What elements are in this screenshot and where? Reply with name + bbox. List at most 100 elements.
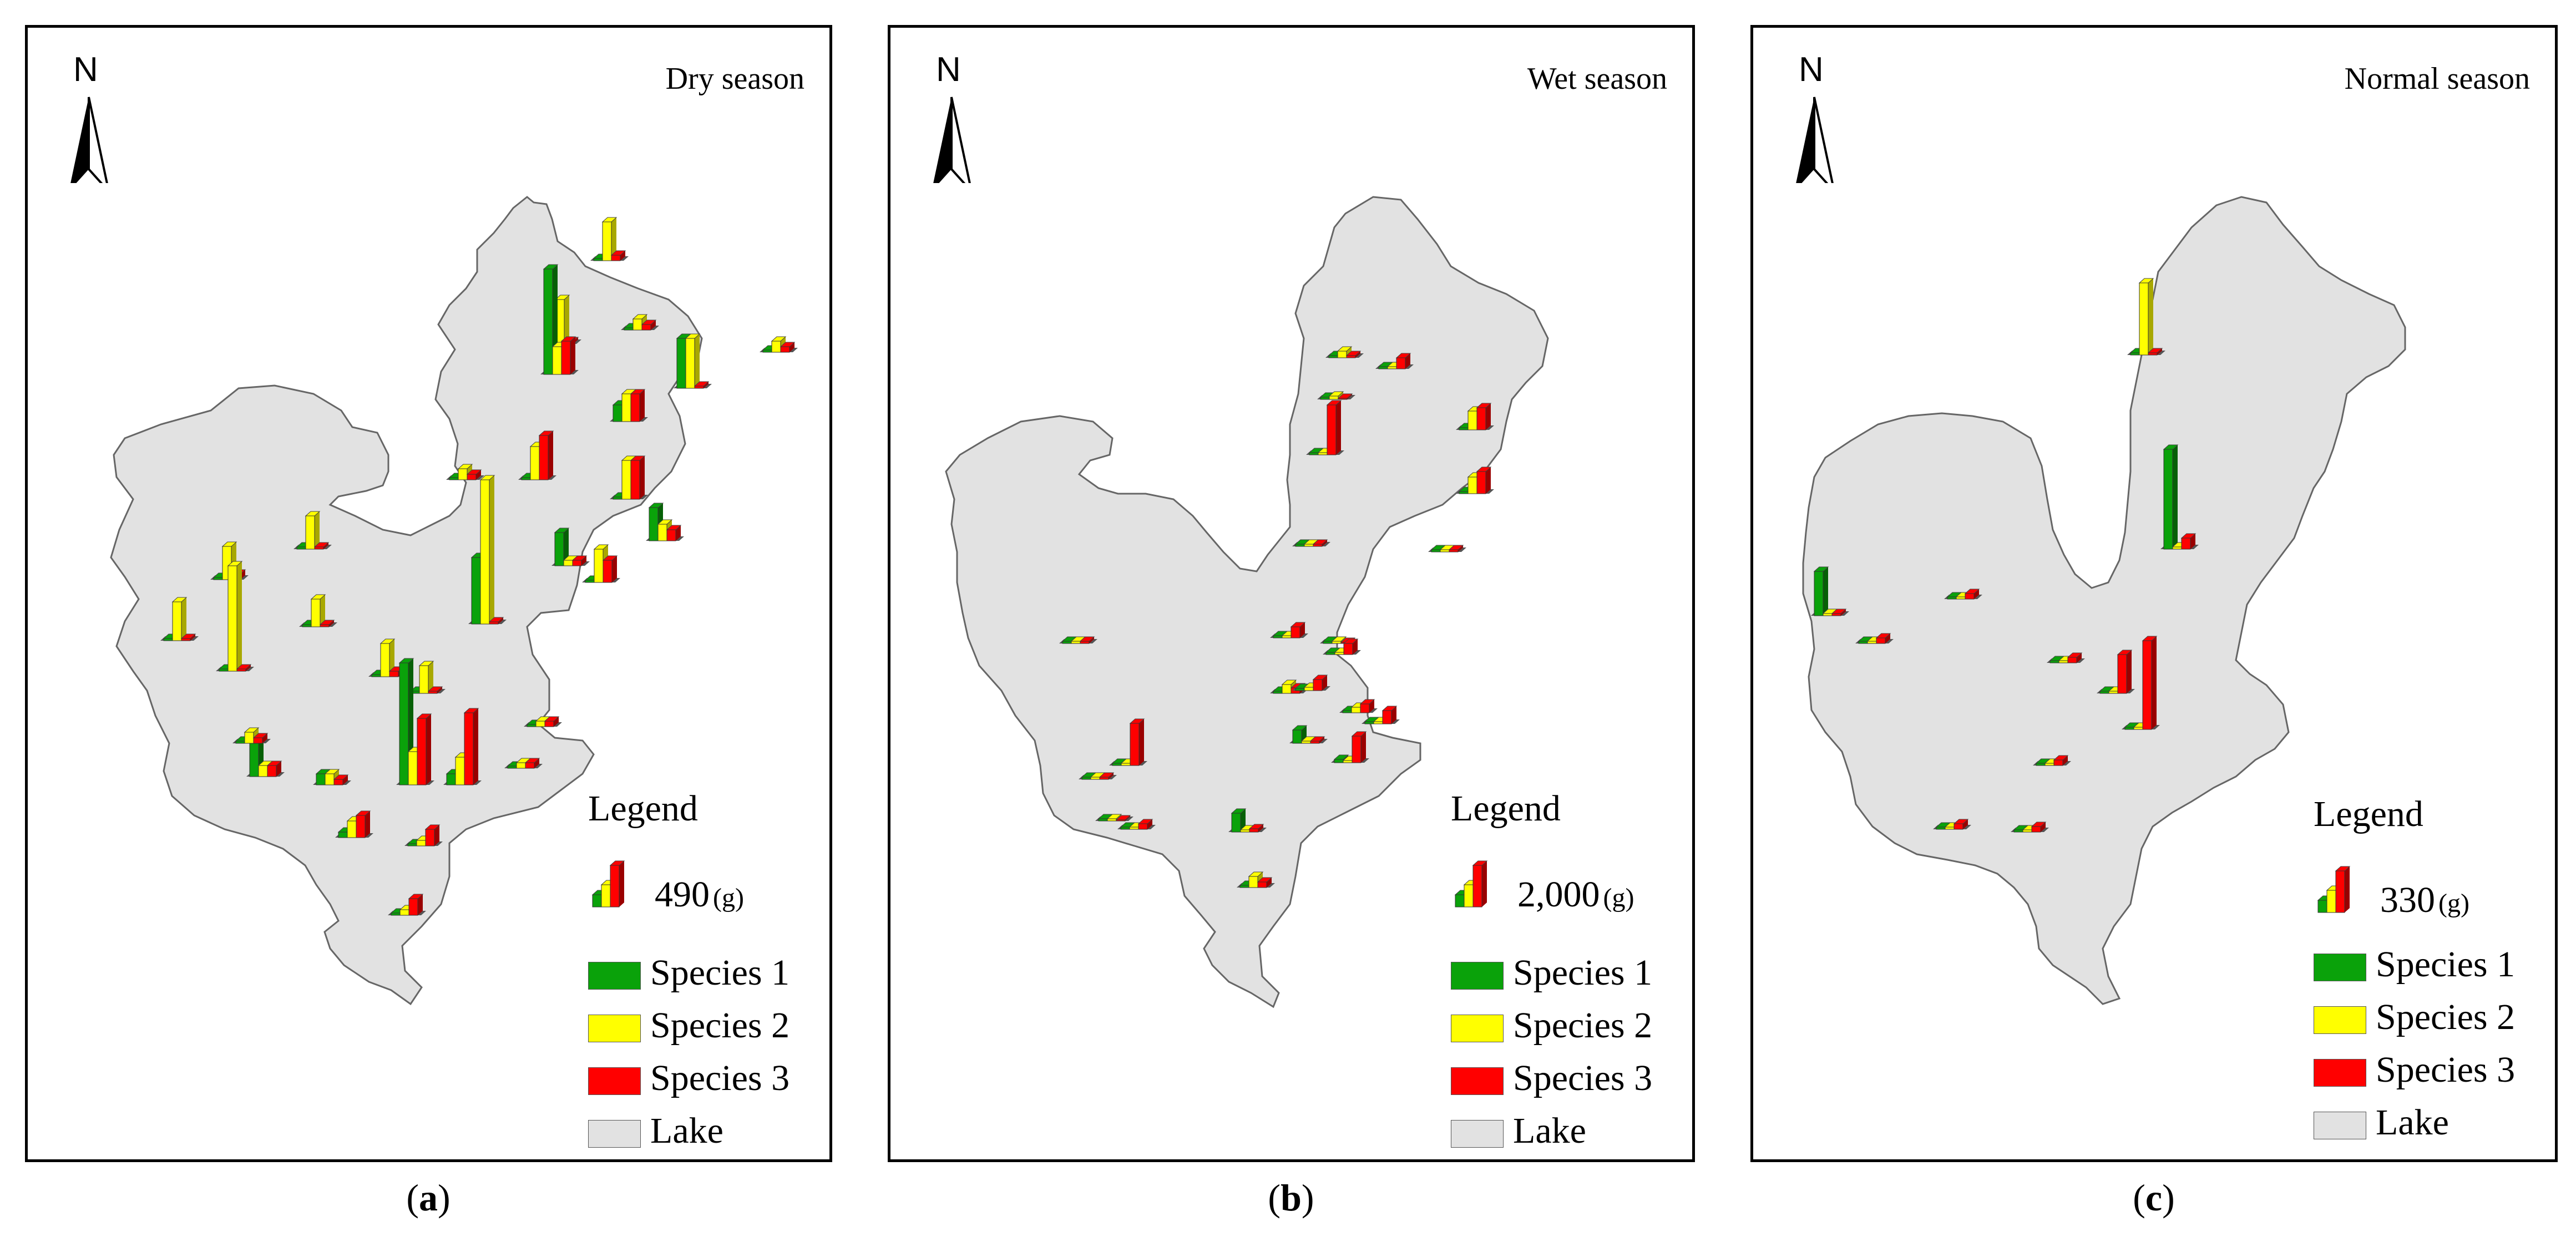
species-2-bar [1956, 596, 1966, 600]
bar-side [276, 761, 281, 777]
species-3-bar [1327, 404, 1337, 455]
caption-letter: a [419, 1177, 438, 1219]
bar-side [695, 334, 700, 388]
species-2-bar [1129, 827, 1139, 830]
swatch-lake [1451, 1120, 1504, 1148]
species-1-bar [592, 894, 602, 908]
scale-unit: (g) [2438, 889, 2469, 918]
species-3-bar [2181, 538, 2191, 550]
scale-bar-icon [591, 860, 625, 908]
species-1-bar [1295, 688, 1305, 691]
legend-title: Legend [2314, 794, 2423, 834]
species-2-bar [1282, 635, 1292, 638]
species-3-bar [2031, 826, 2041, 833]
species-3-bar [610, 865, 620, 908]
bar-side [246, 665, 251, 671]
species-2-bar [347, 820, 357, 838]
caption-paren-open: ( [406, 1177, 419, 1219]
bar-side [1963, 819, 1968, 829]
bar-side [418, 894, 423, 915]
bar-side [611, 217, 616, 261]
species-3-bar [1130, 723, 1140, 766]
bar-side [534, 758, 539, 768]
species-1-bar [399, 662, 409, 785]
species-1-bar [2130, 352, 2140, 356]
species-3-bar [539, 435, 549, 480]
species-1-bar [624, 327, 634, 331]
species-1-bar [2163, 449, 2173, 550]
bar-side [2041, 822, 2046, 832]
species-2-bar [399, 909, 409, 916]
species-2-bar [408, 751, 418, 785]
species-2-bar [621, 460, 631, 500]
legend-label-species2: Species 2 [2376, 997, 2516, 1037]
season-title: Dry season [665, 62, 804, 96]
swatch-species1 [588, 962, 641, 990]
species-2-bar [1337, 351, 1347, 358]
bar-side [2127, 650, 2132, 693]
species-3-bar [1313, 544, 1323, 547]
bar-side [581, 556, 586, 566]
species-1-bar [527, 724, 537, 727]
species-1-bar [1814, 571, 1824, 616]
species-3-bar [630, 393, 640, 422]
map-panel-dry: N Dry season Legend 490 (g) Species 1 Spe… [25, 25, 832, 1162]
map-panel-normal: N Normal season Legend 330 (g) Species 1 … [1750, 25, 2558, 1162]
caption-a: (a) [406, 1176, 450, 1220]
lake-map [1802, 196, 2406, 1005]
bar-side [1361, 732, 1366, 763]
species-3-bar [1257, 881, 1267, 888]
bar-side [1322, 540, 1327, 546]
swatch-species3 [588, 1067, 641, 1095]
lake-map [110, 196, 798, 1006]
species-1-bar [543, 268, 553, 375]
species-1-bar [1459, 491, 1469, 494]
species-1-bar [1323, 641, 1333, 644]
north-label: N [936, 50, 961, 89]
bar-side [365, 811, 370, 838]
swatch-species2 [2314, 1006, 2366, 1034]
species-2-bar [2133, 727, 2143, 730]
caption-paren-open: ( [1268, 1177, 1281, 1219]
caption-paren-close: ) [2162, 1177, 2175, 1219]
species-2-bar [563, 560, 573, 566]
species-3-bar [611, 255, 621, 261]
species-3-bar [267, 765, 277, 777]
bar-side [473, 708, 478, 785]
species-1-bar [1320, 397, 1330, 400]
legend-scale: 2,000 (g) [1451, 840, 1692, 915]
species-1-bar [302, 624, 312, 627]
species-2-bar [455, 757, 465, 785]
species-2-bar [1343, 760, 1353, 763]
bar-side [612, 556, 617, 582]
species-1-bar [1325, 652, 1335, 655]
species-1-bar [2124, 727, 2134, 730]
species-1-bar [1295, 544, 1305, 547]
swatch-lake [2314, 1112, 2366, 1139]
species-2-bar [1282, 684, 1292, 694]
species-2-bar [1332, 641, 1342, 644]
species-3-bar [2117, 654, 2127, 694]
legend-label-species1: Species 1 [650, 952, 790, 993]
species-1-bar [391, 912, 401, 916]
species-1-bar [449, 477, 459, 480]
species-2-bar [1467, 476, 1477, 494]
legend-title: Legend [1451, 788, 1561, 829]
species-3-bar [464, 712, 474, 785]
species-3-bar [1080, 641, 1090, 644]
site-bars [160, 217, 798, 916]
legend-label-species1: Species 1 [2376, 944, 2516, 985]
bar-side [1355, 351, 1360, 358]
species-1-bar [1334, 759, 1344, 763]
bar-side [320, 595, 325, 627]
species-3-bar [1343, 643, 1353, 655]
caption-b: (b) [1268, 1176, 1314, 1220]
bar-side [619, 861, 624, 907]
legend-label-species2: Species 2 [650, 1005, 790, 1046]
scale-number: 330 [2380, 880, 2435, 920]
species-3-bar [1382, 710, 1392, 724]
species-1-bar [249, 743, 259, 777]
north-arrow: N [61, 50, 122, 183]
species-1-bar [219, 668, 229, 672]
species-3-bar [561, 341, 571, 375]
